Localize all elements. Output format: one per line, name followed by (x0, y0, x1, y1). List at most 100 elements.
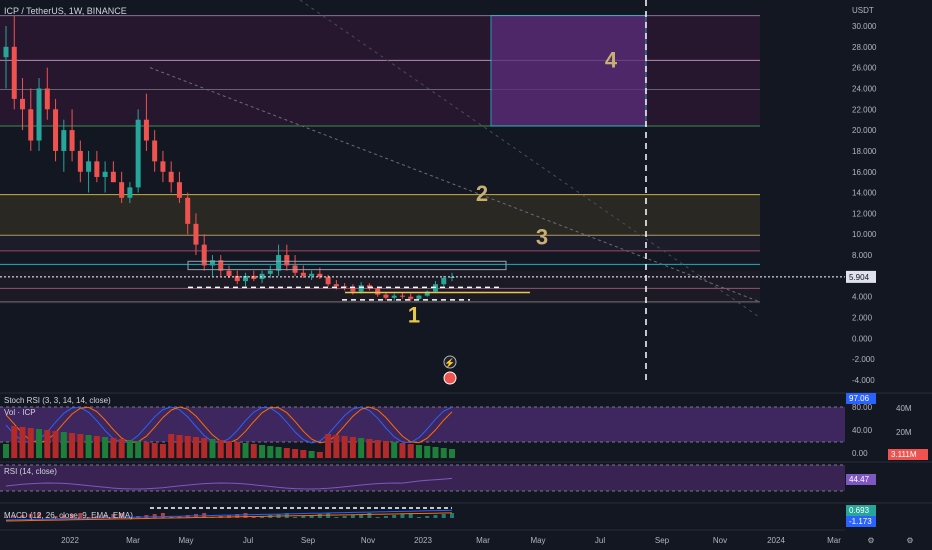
candle-body (201, 244, 207, 266)
volume-bar (118, 439, 125, 458)
macd-histogram-bar (45, 517, 50, 518)
volume-bar (226, 441, 232, 458)
macd-histogram-bar (4, 517, 8, 518)
candle-body (243, 275, 249, 282)
candle-body (325, 276, 331, 285)
time-tick-label: 2024 (767, 536, 785, 545)
macd-histogram-bar (260, 516, 265, 518)
candle-body (209, 260, 215, 266)
candle-body (193, 223, 199, 245)
macd-value-1: 0.693 (849, 506, 870, 515)
rsi-title[interactable]: RSI (14, close) (4, 467, 57, 476)
macd-histogram-bar (301, 516, 306, 518)
consolidation-box (187, 260, 507, 271)
volume-bar (283, 448, 290, 458)
volume-tick-label: 20M (896, 428, 912, 437)
candle-body (424, 291, 430, 296)
candle-body (358, 285, 364, 292)
candle-body (399, 295, 405, 297)
candle-body (152, 140, 158, 162)
candles (3, 15, 455, 301)
macd-histogram-bar (37, 513, 42, 518)
volume-bar (135, 441, 142, 458)
macd-histogram-bar (416, 517, 421, 518)
macd-histogram-bar (367, 513, 372, 518)
macd-histogram-bar (408, 513, 413, 518)
price-tick-label: -4.000 (852, 376, 875, 385)
candle-body (276, 255, 282, 271)
lightning-icon[interactable] (443, 355, 457, 369)
price-tick-label: 8.000 (852, 251, 873, 260)
macd-histogram-bar (317, 514, 322, 518)
indicator-panes: 80.00 40.00 0.00 40M 20M 97.06 3.111M 44.47 0.69… (0, 392, 932, 527)
price-tick-label: 18.000 (852, 147, 877, 156)
annotation-label_2: 2 (476, 181, 488, 206)
time-tick-label: May (178, 536, 193, 545)
symbol-title[interactable]: ICP / TetherUS, 1W, BINANCE (4, 6, 127, 16)
annotation-label_1: 1 (408, 303, 420, 328)
macd-histogram-bar (20, 515, 25, 518)
price-axis[interactable]: 30.000 28.000 26.000 24.000 22.000 20.000 18.0… (845, 0, 932, 395)
stoch-rsi-title[interactable]: Stoch RSI (3, 3, 14, 14, close) (4, 396, 111, 405)
volume-bar (151, 443, 158, 458)
volume-tick-label: 40M (896, 404, 912, 413)
candle-body (309, 273, 315, 276)
macd-histogram-bar (433, 515, 438, 518)
macd-histogram-bar (78, 513, 83, 518)
stoch-tick-label: 0.00 (852, 449, 868, 458)
macd-histogram-bar (103, 515, 108, 518)
candle-body (251, 275, 257, 280)
price-tick-label: 0.000 (852, 334, 873, 343)
price-tick-label: 28.000 (852, 43, 877, 52)
volume-title[interactable]: Vol · ICP (4, 408, 36, 417)
candle-body (176, 182, 182, 198)
candle-body (44, 88, 50, 110)
trendline-2 (299, 0, 761, 318)
stoch-rsi-band (0, 407, 845, 442)
volume-bar (44, 430, 51, 458)
volume-value-badge (888, 449, 928, 460)
macd-histogram-bar (392, 515, 397, 518)
candle-body (94, 161, 100, 177)
time-axis[interactable]: 2022 Mar May Jul Sep Nov 2023 Mar May Jul Sep Nov 20… (0, 529, 914, 545)
stoch-value-badge (846, 393, 876, 404)
time-tick-label: Sep (301, 536, 316, 545)
auto-scale-icon[interactable]: ⚙ (906, 536, 913, 545)
annotation-label_4: 4 (605, 48, 618, 73)
macd-histogram-bar (119, 513, 124, 518)
candle-body (234, 275, 240, 282)
settings-icon[interactable]: ⚙ (867, 536, 874, 545)
macd-title[interactable]: MACD (12, 26, close, 9, EMA, EMA) (4, 511, 133, 520)
current-price-badge (846, 270, 876, 283)
macd-histogram-bar (152, 514, 157, 518)
volume-bar (267, 446, 274, 458)
stoch-k-line (5, 406, 453, 444)
stoch-value: 97.06 (849, 394, 870, 403)
volume-bar (159, 444, 166, 458)
macd-histogram-bar (86, 517, 91, 518)
time-tick-label: May (530, 536, 545, 545)
macd-histogram-bar (12, 516, 17, 518)
macd-value-badge-2 (846, 516, 876, 527)
candle-body (300, 272, 306, 276)
price-tick-label: -2.000 (852, 355, 875, 364)
candle-body (218, 260, 224, 271)
candle-body (317, 273, 323, 277)
flag-icon[interactable] (443, 371, 457, 385)
time-tick-label: 2022 (61, 536, 79, 545)
macd-histogram-bar (251, 517, 256, 518)
volume-bar (349, 437, 356, 458)
price-tick-label: 16.000 (852, 168, 877, 177)
time-tick-label: Jul (243, 536, 253, 545)
time-tick-label: Sep (655, 536, 670, 545)
candle-body (102, 171, 108, 177)
zone-2 (0, 194, 760, 236)
zone-4-box (490, 15, 647, 127)
candle-body (86, 161, 92, 172)
volume-bar (325, 434, 332, 458)
volume-bar (52, 431, 59, 458)
time-tick-label: 2023 (414, 536, 432, 545)
candle-body (185, 197, 191, 224)
volume-bar (300, 450, 307, 458)
